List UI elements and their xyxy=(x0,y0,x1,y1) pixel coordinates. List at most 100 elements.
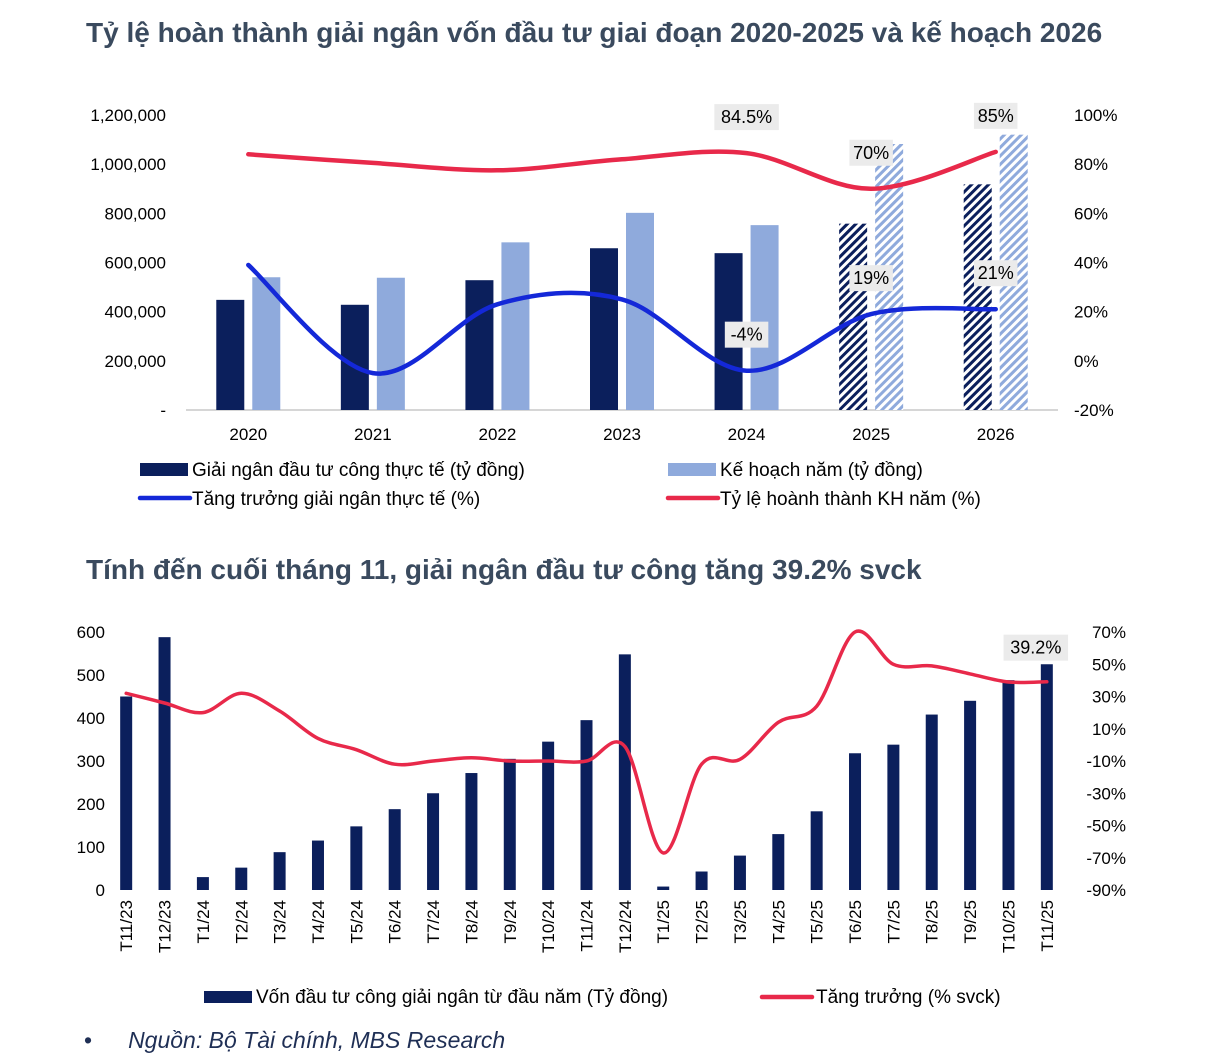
chart2-y-left-tick: 400 xyxy=(77,709,105,728)
chart1-line-growth xyxy=(246,262,998,376)
chart1-y-right-tick: 0% xyxy=(1074,352,1099,371)
chart1-legend-label: Kế hoạch năm (tỷ đồng) xyxy=(720,460,923,481)
chart1-data-label-box xyxy=(973,102,1018,129)
chart2-data-label: 39.2% xyxy=(1010,638,1061,658)
chart1-data-label-box xyxy=(714,104,779,131)
chart2-bar xyxy=(542,741,555,890)
chart1-legend-swatch xyxy=(140,463,188,476)
chart1-y-left-tick: 800,000 xyxy=(105,204,166,223)
chart1-data-label-box xyxy=(849,265,893,292)
chart2-x-tick: T2/24 xyxy=(232,900,251,943)
chart1-bar-actual xyxy=(340,304,369,410)
chart1-legend-swatch xyxy=(668,463,716,476)
chart2-bar xyxy=(465,773,478,890)
chart2-legend-label: Vốn đầu tư công giải ngân từ đầu năm (Tỷ… xyxy=(256,987,668,1008)
chart2-bar xyxy=(887,744,900,890)
chart2-x-tick: T7/24 xyxy=(424,900,443,943)
chart1-legend-label: Giải ngân đầu tư công thực tế (tỷ đồng) xyxy=(192,460,525,481)
chart2-x-tick: T11/24 xyxy=(578,900,597,952)
chart1-x-tick: 2023 xyxy=(603,425,641,444)
chart2-legend-swatch xyxy=(204,991,252,1003)
chart1-data-label-box xyxy=(973,260,1018,287)
chart1-data-label: 85% xyxy=(978,106,1014,126)
chart2-bar xyxy=(618,654,631,890)
chart1-legend-label: Tăng trưởng giải ngân thực tế (%) xyxy=(192,489,480,510)
chart2-x-tick: T9/24 xyxy=(501,900,520,943)
chart1-bar-actual xyxy=(465,280,494,410)
chart2-line-growth xyxy=(124,629,1049,855)
chart2-x-tick: T4/25 xyxy=(769,900,788,943)
chart2-bar xyxy=(350,826,363,890)
source-bullet: • xyxy=(84,1027,93,1053)
chart2-bar xyxy=(695,871,708,890)
chart2-bar xyxy=(427,793,440,890)
chart2-bar xyxy=(810,811,823,890)
chart1-x-tick: 2025 xyxy=(852,425,890,444)
chart1-bar-actual xyxy=(963,184,992,410)
chart2-y-left-tick: 500 xyxy=(77,666,105,685)
chart2-x-tick: T12/24 xyxy=(616,900,635,953)
chart2-x-tick: T7/25 xyxy=(884,900,903,943)
chart1-y-left-tick: 1,000,000 xyxy=(90,155,166,174)
chart1-y-left-tick: 1,200,000 xyxy=(90,106,166,125)
chart1-bar-plan xyxy=(252,277,281,410)
chart2-y-right-tick: 50% xyxy=(1092,655,1126,674)
chart1-x-tick: 2020 xyxy=(229,425,267,444)
chart2-bar xyxy=(120,696,133,890)
chart2-y-left-tick: 200 xyxy=(77,795,105,814)
chart1-x-tick: 2021 xyxy=(354,425,392,444)
chart1-y-left-tick: 400,000 xyxy=(105,303,166,322)
chart2-x-tick: T5/25 xyxy=(808,900,827,943)
chart2-x-tick: T8/25 xyxy=(923,900,942,943)
chart2-y-right-tick: 10% xyxy=(1092,720,1126,739)
chart1-data-label: 19% xyxy=(853,268,889,288)
chart2-y-left-tick: 0 xyxy=(96,881,105,900)
chart1-data-label: 21% xyxy=(978,263,1014,283)
chart1-y-right-tick: 80% xyxy=(1074,155,1108,174)
chart1-title: Tỷ lệ hoàn thành giải ngân vốn đầu tư gi… xyxy=(86,17,1103,48)
chart1-x-tick: 2022 xyxy=(479,425,517,444)
chart1-y-right-tick: 60% xyxy=(1074,204,1108,223)
chart2-x-tick: T4/24 xyxy=(309,900,328,943)
chart2-bar xyxy=(196,877,209,890)
chart2-x-tick: T5/24 xyxy=(347,900,366,943)
chart2-x-tick: T9/25 xyxy=(961,900,980,943)
chart2-y-right-tick: -30% xyxy=(1086,784,1126,803)
chart1-x-tick: 2026 xyxy=(977,425,1015,444)
source-note: • Nguồn: Bộ Tài chính, MBS Research xyxy=(84,1027,505,1054)
chart2-y-right-tick: -50% xyxy=(1086,817,1126,836)
chart1-data-label-box xyxy=(849,139,893,166)
chart2-bar xyxy=(503,758,516,890)
chart2-title: Tính đến cuối tháng 11, giải ngân đầu tư… xyxy=(86,554,922,585)
chart1-data-label-box xyxy=(724,321,769,348)
chart1-data-label: 84.5% xyxy=(721,107,772,127)
chart2-x-tick: T1/25 xyxy=(654,900,673,943)
chart2-x-tick: T11/23 xyxy=(117,900,136,952)
chart2-bar xyxy=(273,852,286,890)
chart2-data-label-box xyxy=(1003,634,1069,661)
chart1-y-right-tick: 40% xyxy=(1074,254,1108,273)
chart2-y-left-tick: 600 xyxy=(77,623,105,642)
chart2-bar xyxy=(964,700,977,890)
chart2-y-right-tick: 70% xyxy=(1092,623,1126,642)
chart2-x-tick: T2/25 xyxy=(693,900,712,943)
chart2-x-tick: T8/24 xyxy=(462,900,481,943)
chart2-bar xyxy=(580,720,593,890)
chart1-data-label: -4% xyxy=(731,325,763,345)
chart2-x-tick: T10/24 xyxy=(539,900,558,953)
chart1-y-right-tick: 20% xyxy=(1074,303,1108,322)
chart2-bar xyxy=(1002,680,1015,890)
chart2-bar xyxy=(1040,664,1053,890)
chart2-bar xyxy=(849,753,862,890)
chart1-bar-plan xyxy=(376,277,405,410)
chart2-bar xyxy=(235,867,248,890)
chart1-data-label: 70% xyxy=(853,143,889,163)
chart2-x-tick: T12/23 xyxy=(156,900,175,953)
chart1-y-left-tick: 600,000 xyxy=(105,254,166,273)
chart1-bar-actual xyxy=(216,299,245,410)
chart2-y-right-tick: -10% xyxy=(1086,752,1126,771)
chart2-legend-label: Tăng trưởng (% svck) xyxy=(816,987,1001,1008)
chart2-bar xyxy=(772,834,785,890)
chart2-bar xyxy=(733,855,746,890)
chart2-y-right-tick: -70% xyxy=(1086,849,1126,868)
